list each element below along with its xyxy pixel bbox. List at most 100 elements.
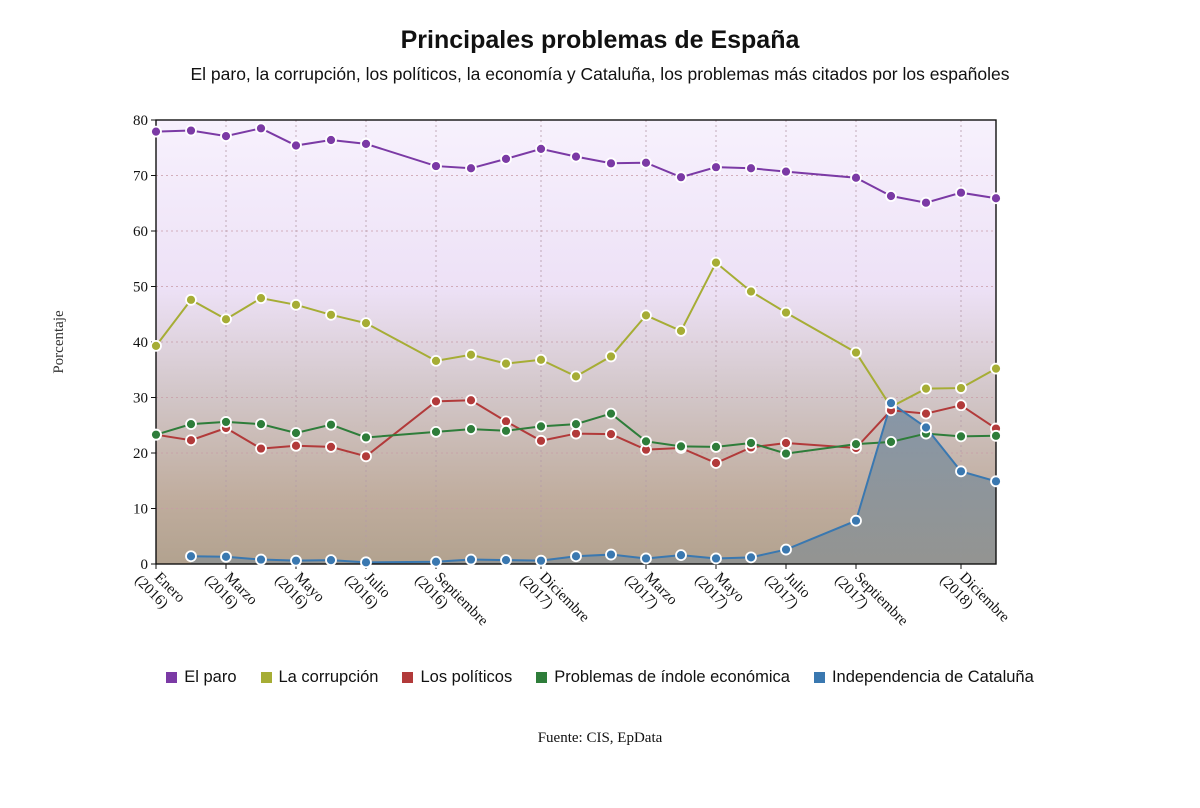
data-point-el-paro[interactable] bbox=[500, 152, 512, 165]
data-point-independencia-de-cataluna[interactable] bbox=[465, 553, 477, 566]
data-point-los-politicos[interactable] bbox=[290, 439, 302, 452]
data-point-independencia-de-cataluna[interactable] bbox=[990, 475, 1002, 488]
data-point-problemas-de-indole-economica[interactable] bbox=[780, 447, 792, 460]
data-point-la-corrupcion[interactable] bbox=[150, 339, 162, 352]
data-point-el-paro[interactable] bbox=[360, 137, 372, 150]
data-point-independencia-de-cataluna[interactable] bbox=[605, 548, 617, 561]
data-point-el-paro[interactable] bbox=[885, 190, 897, 202]
data-point-el-paro[interactable] bbox=[430, 160, 442, 172]
data-point-la-corrupcion[interactable] bbox=[535, 353, 547, 366]
data-point-la-corrupcion[interactable] bbox=[990, 362, 1002, 375]
data-point-la-corrupcion[interactable] bbox=[605, 350, 617, 363]
data-point-problemas-de-indole-economica[interactable] bbox=[150, 428, 162, 441]
data-point-el-paro[interactable] bbox=[255, 122, 267, 135]
data-point-independencia-de-cataluna[interactable] bbox=[745, 551, 757, 564]
data-point-los-politicos[interactable] bbox=[430, 395, 442, 408]
data-point-problemas-de-indole-economica[interactable] bbox=[185, 418, 197, 431]
data-point-la-corrupcion[interactable] bbox=[710, 256, 722, 269]
data-point-el-paro[interactable] bbox=[675, 171, 687, 184]
data-point-problemas-de-indole-economica[interactable] bbox=[325, 418, 337, 431]
data-point-la-corrupcion[interactable] bbox=[185, 293, 197, 306]
data-point-independencia-de-cataluna[interactable] bbox=[430, 555, 442, 568]
data-point-la-corrupcion[interactable] bbox=[220, 313, 232, 326]
data-point-los-politicos[interactable] bbox=[535, 434, 547, 447]
data-point-independencia-de-cataluna[interactable] bbox=[850, 514, 862, 527]
data-point-el-paro[interactable] bbox=[640, 156, 652, 169]
data-point-el-paro[interactable] bbox=[745, 162, 757, 175]
data-point-los-politicos[interactable] bbox=[360, 450, 372, 463]
data-point-problemas-de-indole-economica[interactable] bbox=[850, 438, 862, 451]
legend-item-los-politicos[interactable]: Los políticos bbox=[402, 668, 512, 687]
data-point-la-corrupcion[interactable] bbox=[500, 357, 512, 370]
data-point-problemas-de-indole-economica[interactable] bbox=[255, 418, 267, 431]
data-point-independencia-de-cataluna[interactable] bbox=[570, 550, 582, 563]
data-point-el-paro[interactable] bbox=[710, 161, 722, 174]
data-point-los-politicos[interactable] bbox=[920, 407, 932, 420]
data-point-la-corrupcion[interactable] bbox=[255, 292, 267, 305]
data-point-problemas-de-indole-economica[interactable] bbox=[640, 435, 652, 448]
data-point-el-paro[interactable] bbox=[290, 139, 302, 152]
data-point-los-politicos[interactable] bbox=[325, 440, 337, 453]
data-point-el-paro[interactable] bbox=[955, 186, 967, 199]
data-point-la-corrupcion[interactable] bbox=[465, 348, 477, 361]
data-point-independencia-de-cataluna[interactable] bbox=[780, 543, 792, 556]
data-point-la-corrupcion[interactable] bbox=[675, 324, 687, 337]
data-point-independencia-de-cataluna[interactable] bbox=[955, 465, 967, 478]
data-point-independencia-de-cataluna[interactable] bbox=[500, 554, 512, 567]
data-point-los-politicos[interactable] bbox=[955, 399, 967, 412]
data-point-problemas-de-indole-economica[interactable] bbox=[710, 440, 722, 453]
data-point-el-paro[interactable] bbox=[220, 130, 232, 142]
data-point-independencia-de-cataluna[interactable] bbox=[920, 421, 932, 434]
data-point-la-corrupcion[interactable] bbox=[570, 370, 582, 383]
data-point-el-paro[interactable] bbox=[185, 124, 197, 137]
data-point-la-corrupcion[interactable] bbox=[640, 309, 652, 322]
data-point-problemas-de-indole-economica[interactable] bbox=[430, 426, 442, 438]
data-point-independencia-de-cataluna[interactable] bbox=[290, 554, 302, 567]
data-point-los-politicos[interactable] bbox=[465, 394, 477, 407]
data-point-los-politicos[interactable] bbox=[255, 442, 267, 455]
data-point-problemas-de-indole-economica[interactable] bbox=[465, 423, 477, 436]
data-point-independencia-de-cataluna[interactable] bbox=[185, 550, 197, 563]
legend-item-problemas-de-indole-economica[interactable]: Problemas de índole económica bbox=[536, 668, 790, 687]
data-point-independencia-de-cataluna[interactable] bbox=[535, 554, 547, 567]
data-point-el-paro[interactable] bbox=[150, 125, 162, 138]
data-point-los-politicos[interactable] bbox=[605, 428, 617, 441]
data-point-el-paro[interactable] bbox=[325, 134, 337, 146]
data-point-problemas-de-indole-economica[interactable] bbox=[570, 418, 582, 431]
data-point-los-politicos[interactable] bbox=[570, 427, 582, 440]
data-point-el-paro[interactable] bbox=[605, 157, 617, 170]
data-point-problemas-de-indole-economica[interactable] bbox=[360, 431, 372, 444]
data-point-la-corrupcion[interactable] bbox=[325, 308, 337, 321]
data-point-la-corrupcion[interactable] bbox=[290, 298, 302, 311]
data-point-problemas-de-indole-economica[interactable] bbox=[535, 420, 547, 433]
data-point-los-politicos[interactable] bbox=[710, 457, 722, 469]
data-point-el-paro[interactable] bbox=[570, 150, 582, 163]
data-point-el-paro[interactable] bbox=[780, 165, 792, 178]
data-point-problemas-de-indole-economica[interactable] bbox=[675, 440, 687, 453]
data-point-la-corrupcion[interactable] bbox=[780, 306, 792, 319]
legend-item-independencia-de-cataluna[interactable]: Independencia de Cataluña bbox=[813, 668, 1034, 687]
data-point-el-paro[interactable] bbox=[465, 162, 477, 175]
data-point-los-politicos[interactable] bbox=[780, 437, 792, 449]
data-point-problemas-de-indole-economica[interactable] bbox=[290, 427, 302, 439]
data-point-problemas-de-indole-economica[interactable] bbox=[885, 435, 897, 448]
data-point-la-corrupcion[interactable] bbox=[850, 346, 862, 359]
data-point-los-politicos[interactable] bbox=[185, 434, 197, 447]
legend-item-la-corrupcion[interactable]: La corrupción bbox=[260, 668, 378, 687]
data-point-el-paro[interactable] bbox=[990, 192, 1002, 205]
data-point-problemas-de-indole-economica[interactable] bbox=[500, 424, 512, 437]
data-point-independencia-de-cataluna[interactable] bbox=[640, 552, 652, 565]
data-point-independencia-de-cataluna[interactable] bbox=[885, 397, 897, 409]
data-point-independencia-de-cataluna[interactable] bbox=[360, 556, 372, 569]
data-point-el-paro[interactable] bbox=[850, 171, 862, 184]
legend-item-el-paro[interactable]: El paro bbox=[166, 668, 237, 687]
data-point-los-politicos[interactable] bbox=[500, 415, 512, 428]
data-point-la-corrupcion[interactable] bbox=[955, 382, 967, 394]
data-point-independencia-de-cataluna[interactable] bbox=[675, 549, 687, 562]
data-point-independencia-de-cataluna[interactable] bbox=[325, 554, 337, 567]
data-point-problemas-de-indole-economica[interactable] bbox=[745, 437, 757, 449]
data-point-problemas-de-indole-economica[interactable] bbox=[220, 416, 232, 428]
data-point-el-paro[interactable] bbox=[920, 196, 932, 209]
data-point-problemas-de-indole-economica[interactable] bbox=[990, 429, 1002, 442]
data-point-la-corrupcion[interactable] bbox=[745, 285, 757, 298]
